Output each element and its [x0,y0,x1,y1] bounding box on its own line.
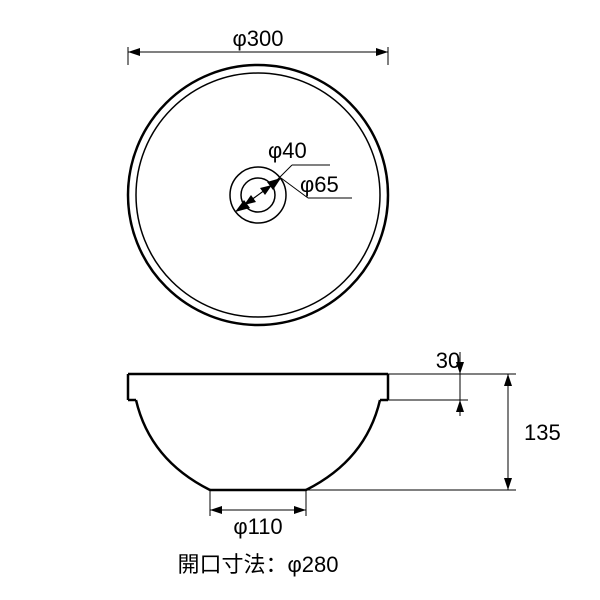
bowl-right [306,400,380,490]
dim-135: 135 [306,374,561,490]
dim-phi65: φ65 [235,172,352,212]
label-phi300: φ300 [233,26,284,51]
top-view: φ300 φ40 φ65 [128,26,388,325]
label-phi65: φ65 [300,172,339,197]
side-view: 30 135 φ110 [128,348,561,539]
dim-phi300: φ300 [128,26,388,65]
label-phi110: φ110 [233,514,282,539]
bowl-left [136,400,210,490]
dim-phi110: φ110 [210,490,306,539]
opening-note: 開口寸法：φ280 [178,552,339,577]
dim-30: 30 [388,348,468,416]
technical-drawing: φ300 φ40 φ65 [0,0,600,600]
label-135: 135 [524,420,561,445]
label-30: 30 [436,348,460,373]
label-phi40: φ40 [268,138,307,163]
